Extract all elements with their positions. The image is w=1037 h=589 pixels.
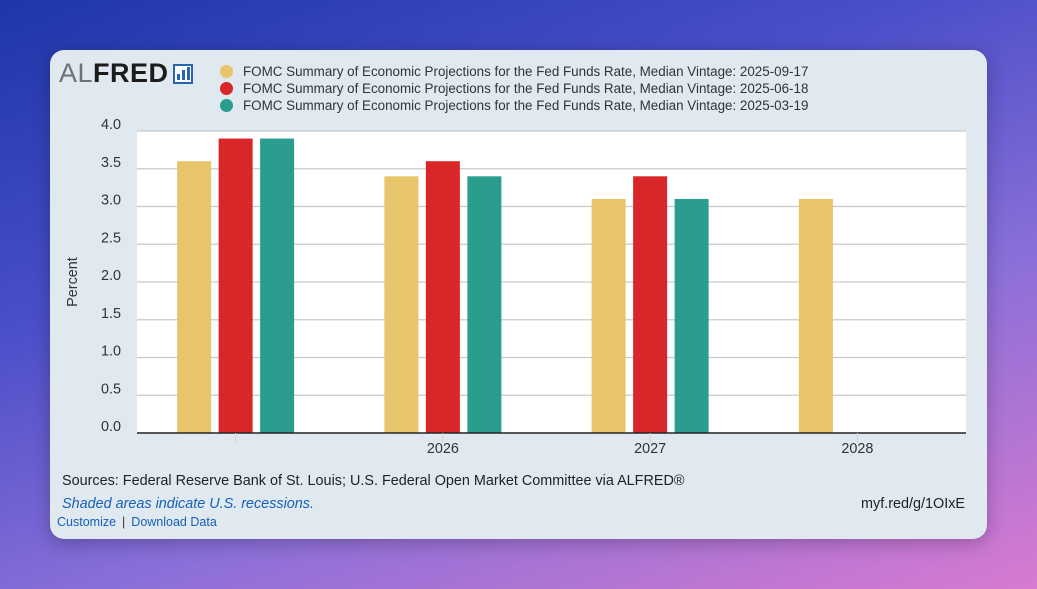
y-tick-label: 0.0 [101, 419, 121, 435]
x-tick-label: 2028 [841, 441, 873, 457]
bar-2-0[interactable] [260, 138, 295, 434]
bar-1-0[interactable] [218, 138, 253, 434]
legend-item[interactable]: FOMC Summary of Economic Projections for… [220, 63, 808, 80]
download-data-link[interactable]: Download Data [131, 515, 217, 529]
bar-chart: 0.0 0.5 1.0 1.5 2.0 2.5 3.0 3.5 4.0 2026 2027 2028… [65, 117, 966, 457]
y-tick-label: 1.5 [101, 306, 121, 322]
y-tick-label: 1.0 [101, 344, 121, 360]
recession-note: Shaded areas indicate U.S. recessions. [62, 496, 314, 512]
bar-2-1[interactable] [467, 176, 502, 434]
short-url[interactable]: myf.red/g/1OIxE [861, 496, 965, 512]
bar-chart-icon [172, 64, 193, 84]
bar-0-2[interactable] [591, 198, 626, 433]
legend-label-1: FOMC Summary of Economic Projections for… [243, 81, 809, 96]
y-tick-label: 3.5 [101, 155, 121, 171]
y-tick-label: 2.0 [101, 268, 121, 284]
y-tick-label: 3.0 [101, 193, 121, 209]
legend-item[interactable]: FOMC Summary of Economic Projections for… [220, 80, 808, 97]
x-axis-ticks: 2026 2027 2028 [137, 432, 966, 457]
legend: FOMC Summary of Economic Projections for… [220, 63, 808, 114]
chart-card: AL FRED FOMC Summary of Economic Projecti… [50, 50, 987, 539]
bar-0-1[interactable] [384, 176, 419, 434]
footer-links: Customize | Download Data [57, 515, 217, 529]
bars [177, 138, 833, 434]
y-tick-label: 2.5 [101, 230, 121, 246]
legend-dot-2 [220, 99, 233, 112]
legend-dot-1 [220, 82, 233, 95]
legend-dot-0 [220, 65, 233, 78]
y-tick-label: 4.0 [101, 117, 121, 133]
y-tick-label: 0.5 [101, 381, 121, 397]
x-tick-label: 2026 [427, 441, 459, 457]
y-axis-ticks: 0.0 0.5 1.0 1.5 2.0 2.5 3.0 3.5 4.0 [101, 117, 121, 435]
logo-text-fred: FRED [93, 57, 169, 88]
alfred-logo[interactable]: AL FRED [59, 57, 193, 88]
legend-label-0: FOMC Summary of Economic Projections for… [243, 64, 809, 79]
y-axis-label: Percent [65, 257, 81, 307]
bar-0-0[interactable] [177, 161, 212, 433]
legend-label-2: FOMC Summary of Economic Projections for… [243, 98, 809, 113]
x-tick-label: 2027 [634, 441, 666, 457]
bar-2-2[interactable] [674, 198, 709, 433]
bar-1-2[interactable] [633, 176, 668, 434]
bar-1-1[interactable] [425, 161, 460, 433]
logo-text-al: AL [59, 57, 94, 88]
bar-0-3[interactable] [798, 198, 833, 433]
customize-link[interactable]: Customize [57, 515, 117, 529]
link-separator: | [122, 515, 126, 529]
legend-item[interactable]: FOMC Summary of Economic Projections for… [220, 97, 808, 114]
sources-text: Sources: Federal Reserve Bank of St. Lou… [62, 473, 685, 489]
